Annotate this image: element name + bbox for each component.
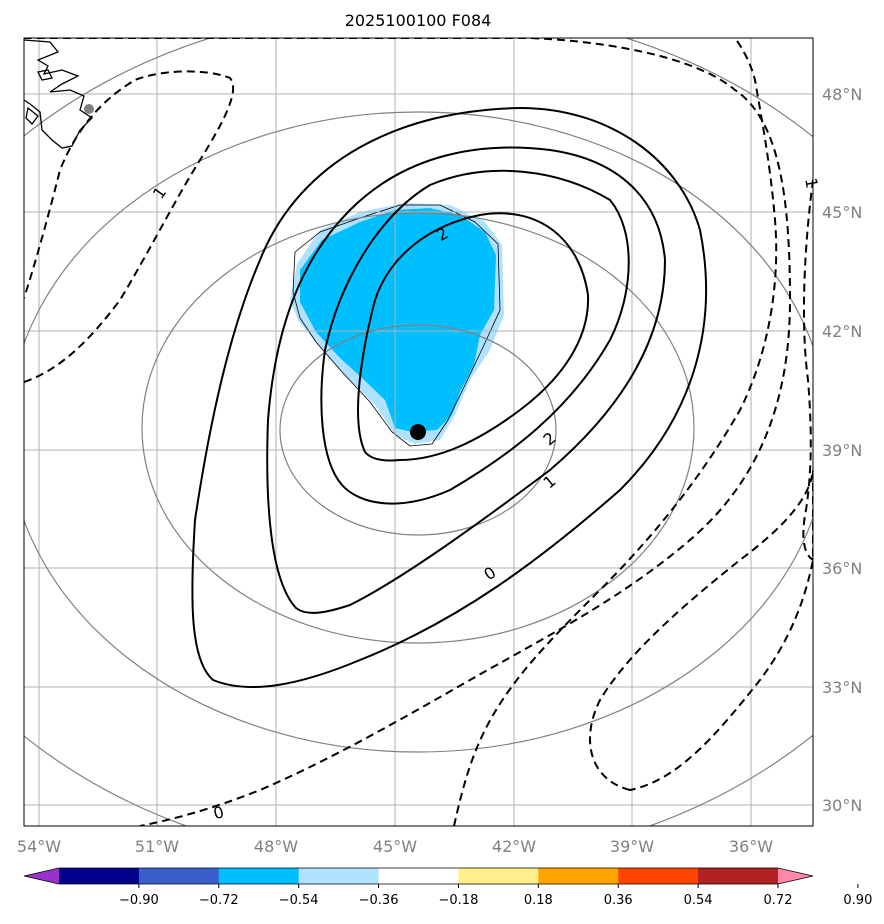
lat-label: 36°N — [822, 559, 862, 578]
lon-label: 36°W — [729, 837, 773, 856]
map-area — [24, 38, 813, 826]
lon-label: 51°W — [135, 837, 179, 856]
colorbar-outline — [23, 867, 814, 885]
colorbar-label: 0.18 — [524, 893, 553, 908]
colorbar-extend-high — [778, 868, 813, 884]
lat-label: 39°N — [822, 441, 862, 460]
colorbar-label: 0.72 — [764, 893, 793, 908]
colorbar-box — [538, 868, 619, 884]
colorbar-label: −0.36 — [359, 893, 399, 908]
contour-label: 1 — [801, 176, 821, 189]
range-rings — [24, 38, 813, 826]
lon-label: 54°W — [17, 837, 61, 856]
colorbar-box — [698, 868, 779, 884]
colorbar-label: 0.36 — [604, 893, 633, 908]
colorbar-label: −0.90 — [119, 893, 159, 908]
longitude-labels: 54°W 51°W 48°W 45°W 42°W 39°W 36°W — [17, 837, 773, 856]
plot-title: 2025100100 F084 — [345, 11, 492, 30]
contour-label: 1 — [539, 471, 559, 492]
contour-2-inner — [357, 212, 590, 462]
solid-contours — [191, 106, 708, 689]
dashed-right-edge — [802, 179, 813, 561]
contour-label: 1 — [149, 183, 170, 202]
colorbar-box — [618, 868, 699, 884]
lon-label: 42°W — [492, 837, 536, 856]
colorbar-label: −0.54 — [279, 893, 319, 908]
colorbar-box — [138, 868, 220, 884]
colorbar-label: 0.90 — [843, 893, 872, 908]
colorbar-label: 0.54 — [684, 893, 713, 908]
contour-0 — [191, 106, 708, 689]
colorbar-extend-low — [24, 868, 59, 884]
lat-label: 45°N — [822, 203, 862, 222]
colorbar-box — [218, 868, 300, 884]
colorbar-box — [458, 868, 539, 884]
contour-2 — [320, 169, 630, 505]
lon-label: 48°W — [254, 837, 298, 856]
storm-center-marker — [410, 424, 426, 440]
lon-label: 45°W — [373, 837, 417, 856]
map-frame — [23, 37, 814, 827]
graticule — [24, 38, 813, 826]
lat-label: 42°N — [822, 322, 862, 341]
lat-label: 33°N — [822, 678, 862, 697]
latitude-labels: 48°N 45°N 42°N 39°N 36°N 33°N 30°N — [822, 85, 862, 815]
contour-label: 0 — [480, 563, 499, 584]
colorbar-box — [59, 868, 140, 884]
contour-1 — [266, 146, 667, 614]
shading-outline — [292, 204, 501, 447]
colorbar-label: −0.18 — [439, 893, 479, 908]
dashed-1-left — [24, 70, 235, 383]
colorbar-label: −0.72 — [199, 893, 239, 908]
colorbar-box — [378, 868, 459, 884]
colorbar: −0.90 −0.72 −0.54 −0.36 −0.18 0.18 0.36 0.54 0.7… — [23, 867, 872, 908]
shading-main — [300, 208, 496, 432]
lat-label: 30°N — [822, 796, 862, 815]
lat-label: 48°N — [822, 85, 862, 104]
coastline — [24, 39, 94, 149]
dashed-minus1 — [453, 38, 778, 826]
lon-label: 39°W — [610, 837, 654, 856]
dashed-minus1-loop — [589, 469, 813, 792]
contour-label: 0 — [211, 802, 226, 823]
coast-dot — [84, 104, 94, 114]
colorbar-box — [298, 868, 380, 884]
dashed-contours — [24, 38, 813, 826]
